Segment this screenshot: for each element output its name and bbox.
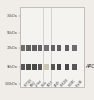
Bar — [65, 64, 69, 70]
Text: HUVEC: HUVEC — [68, 79, 77, 88]
Text: K562: K562 — [29, 80, 37, 88]
Bar — [72, 64, 77, 70]
Bar — [51, 46, 55, 50]
Text: Hep3B: Hep3B — [75, 79, 84, 88]
Text: HeLa: HeLa — [40, 80, 48, 88]
Bar — [38, 64, 42, 70]
Bar — [44, 46, 49, 50]
Text: APOB: APOB — [86, 64, 94, 70]
Bar — [38, 46, 42, 50]
Bar — [65, 46, 69, 50]
Text: HCT116: HCT116 — [24, 78, 33, 88]
Text: A549: A549 — [54, 80, 61, 88]
Bar — [26, 64, 31, 70]
Bar — [32, 64, 37, 70]
Bar — [32, 46, 37, 50]
Text: HEK293: HEK293 — [60, 78, 70, 88]
Text: 95kDa: 95kDa — [7, 65, 18, 69]
Text: 72kDa: 72kDa — [7, 46, 18, 50]
Bar — [26, 46, 31, 50]
Text: MCF7: MCF7 — [47, 80, 55, 88]
Bar — [51, 64, 55, 70]
Text: Jurkat: Jurkat — [35, 80, 43, 88]
Bar — [21, 46, 25, 50]
Bar — [21, 64, 25, 70]
Bar — [44, 64, 49, 70]
Bar — [72, 46, 77, 50]
Bar — [57, 46, 61, 50]
Text: 36kDa: 36kDa — [7, 14, 18, 18]
Bar — [20, 7, 84, 87]
Bar — [57, 64, 61, 70]
Text: 130kDa: 130kDa — [5, 82, 18, 86]
Text: 55kDa: 55kDa — [7, 31, 18, 35]
